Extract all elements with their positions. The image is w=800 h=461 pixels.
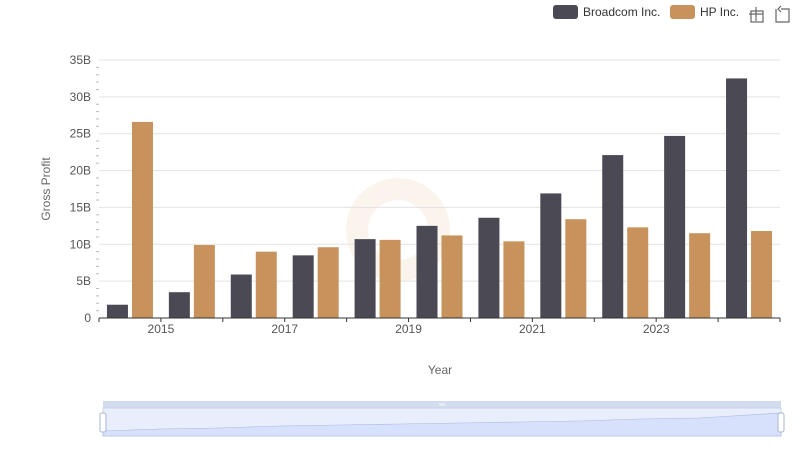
y-tick-label: 0	[84, 311, 91, 325]
x-axis-ticks: 2015 2017 2019 2021 2023	[98, 318, 781, 336]
bar-hp-2019[interactable]	[441, 235, 463, 318]
y-axis-ticks: 0 5B 10B 15B 20B 25B 30B 35B	[70, 53, 99, 325]
zoom-reset-icon[interactable]	[775, 5, 790, 23]
x-tick-label: 2015	[148, 322, 175, 336]
legend-swatch-broadcom	[553, 5, 578, 19]
data-zoom-left-handle[interactable]	[99, 412, 107, 433]
legend-item-broadcom[interactable]: Broadcom Inc.	[553, 5, 660, 19]
bar-hp-2015[interactable]	[193, 245, 215, 318]
bar-hp-2017[interactable]	[317, 247, 339, 318]
bar-hp-2014[interactable]	[131, 121, 153, 318]
bar-broadcom-2021[interactable]	[540, 193, 562, 318]
bar-broadcom-2023[interactable]	[664, 135, 686, 318]
bar-hp-2021[interactable]	[565, 219, 587, 318]
data-zoom-slider[interactable]	[99, 401, 785, 437]
x-tick-label: 2023	[643, 322, 670, 336]
x-tick-label: 2017	[271, 322, 298, 336]
bar-broadcom-2014[interactable]	[106, 304, 128, 318]
legend-label-hp: HP Inc.	[700, 5, 739, 19]
legend-label-broadcom: Broadcom Inc.	[583, 5, 660, 19]
bar-broadcom-2018[interactable]	[354, 239, 376, 318]
x-tick-label: 2019	[395, 322, 422, 336]
y-tick-label: 35B	[70, 53, 91, 67]
legend[interactable]: Broadcom Inc. HP Inc.	[553, 5, 739, 19]
bar-hp-2016[interactable]	[255, 251, 277, 318]
bar-broadcom-2019[interactable]	[416, 225, 438, 318]
zoom-select-icon[interactable]	[749, 7, 764, 23]
x-tick-label: 2021	[519, 322, 546, 336]
data-zoom-move-handle-icon[interactable]	[439, 403, 445, 406]
y-tick-label: 15B	[70, 200, 91, 214]
bar-hp-2022[interactable]	[627, 227, 649, 318]
legend-item-hp[interactable]: HP Inc.	[670, 5, 739, 19]
bar-broadcom-2017[interactable]	[292, 255, 314, 318]
y-axis-title: Gross Profit	[39, 157, 53, 221]
y-tick-label: 20B	[70, 164, 91, 178]
bars[interactable]	[106, 78, 773, 318]
bar-hp-2023[interactable]	[689, 233, 711, 318]
bar-broadcom-2024[interactable]	[726, 78, 748, 318]
y-tick-label: 10B	[70, 237, 91, 251]
legend-swatch-hp	[670, 5, 695, 19]
bar-broadcom-2022[interactable]	[602, 155, 624, 318]
bar-hp-2018[interactable]	[379, 239, 401, 318]
bar-broadcom-2020[interactable]	[478, 217, 500, 318]
y-tick-label: 5B	[76, 274, 91, 288]
bar-hp-2020[interactable]	[503, 241, 525, 318]
bar-broadcom-2016[interactable]	[230, 274, 252, 318]
bar-broadcom-2015[interactable]	[168, 292, 190, 318]
y-tick-label: 25B	[70, 127, 91, 141]
y-tick-label: 30B	[70, 90, 91, 104]
x-axis-title: Year	[428, 363, 452, 377]
bar-hp-2024[interactable]	[751, 231, 773, 318]
data-zoom-right-handle[interactable]	[777, 412, 785, 433]
